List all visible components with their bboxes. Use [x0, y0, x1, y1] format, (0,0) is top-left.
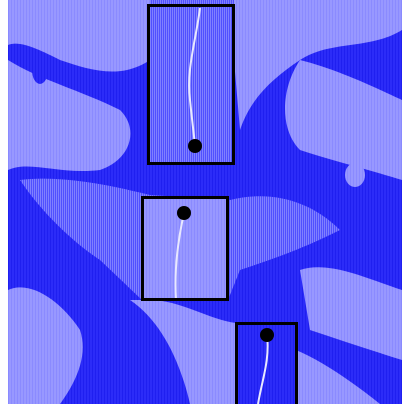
scene — [0, 0, 402, 404]
marker — [188, 139, 202, 153]
page: (() => { const data = JSON.parse(documen… — [0, 0, 402, 404]
marker — [260, 328, 274, 342]
region — [345, 163, 365, 187]
marker — [177, 206, 191, 220]
region — [148, 0, 234, 164]
region — [32, 56, 48, 84]
